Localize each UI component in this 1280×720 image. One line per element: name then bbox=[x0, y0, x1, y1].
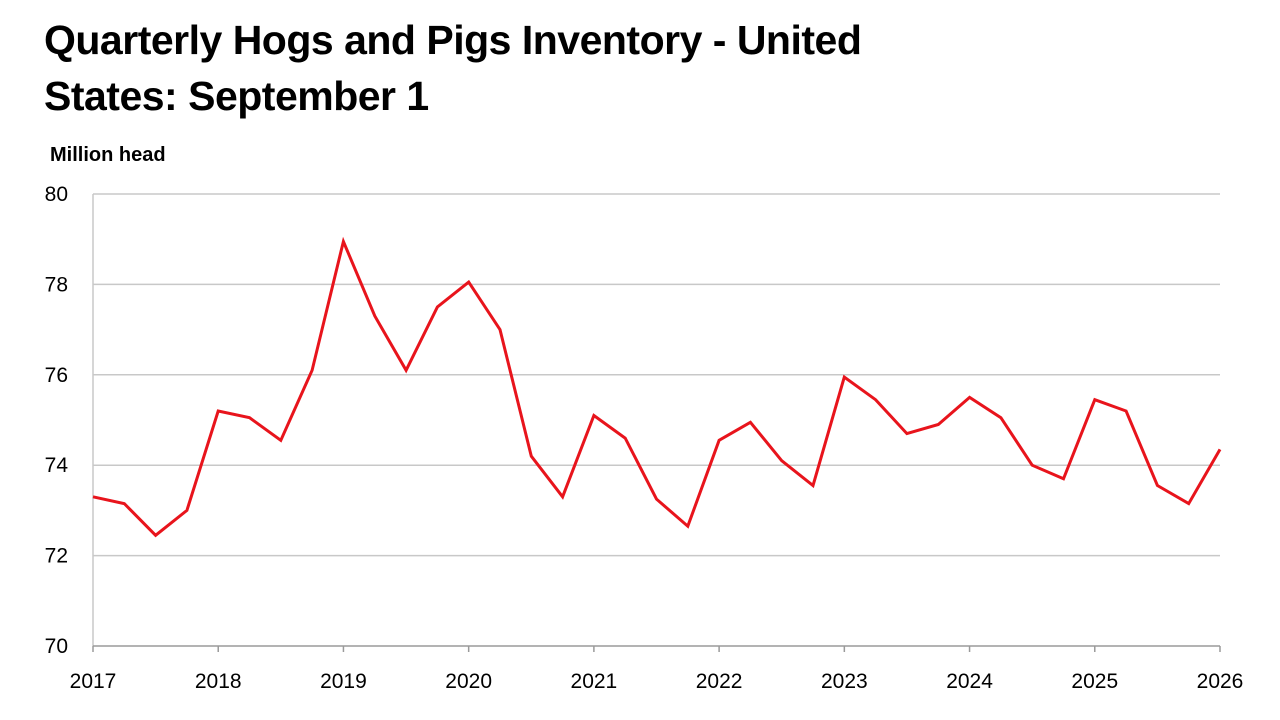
x-tick-label: 2025 bbox=[1071, 670, 1118, 693]
data-point bbox=[311, 369, 314, 372]
y-tick-labels: 70 72 74 76 78 80 bbox=[45, 183, 69, 658]
data-point bbox=[812, 484, 815, 487]
y-tick-label: 80 bbox=[45, 183, 68, 206]
y-tick-label: 76 bbox=[45, 364, 68, 387]
data-point bbox=[1031, 464, 1034, 467]
y-tick-label: 72 bbox=[45, 545, 68, 568]
data-point bbox=[248, 416, 251, 419]
data-point bbox=[342, 240, 345, 243]
data-point bbox=[279, 439, 282, 442]
x-tick-labels: 2017 2018 2019 2020 2021 2022 2023 2024 2025 2026 bbox=[70, 670, 1244, 693]
data-point bbox=[1062, 477, 1065, 480]
data-point bbox=[1093, 398, 1096, 401]
data-point bbox=[123, 502, 126, 505]
x-tick-label: 2023 bbox=[821, 670, 868, 693]
data-point bbox=[1187, 502, 1190, 505]
y-tick-label: 70 bbox=[45, 635, 68, 658]
data-point bbox=[217, 409, 220, 412]
data-point bbox=[1156, 484, 1159, 487]
data-point bbox=[655, 498, 658, 501]
axis-layer bbox=[92, 194, 1221, 652]
x-tick-label: 2026 bbox=[1197, 670, 1244, 693]
x-tick-label: 2018 bbox=[195, 670, 242, 693]
data-point bbox=[624, 437, 627, 440]
y-axis-label: Million head bbox=[50, 144, 166, 166]
data-point bbox=[905, 432, 908, 435]
data-point bbox=[592, 414, 595, 417]
series-layer bbox=[92, 236, 1222, 538]
x-tick-label: 2022 bbox=[696, 670, 743, 693]
data-point bbox=[154, 534, 157, 537]
x-tick-label: 2019 bbox=[320, 670, 367, 693]
data-point bbox=[405, 369, 408, 372]
grid-layer bbox=[93, 193, 1220, 557]
data-point bbox=[999, 416, 1002, 419]
x-tick-label: 2021 bbox=[571, 670, 618, 693]
data-point bbox=[968, 396, 971, 399]
x-tick-label: 2017 bbox=[70, 670, 117, 693]
x-tick-label: 2020 bbox=[445, 670, 492, 693]
y-tick-label: 74 bbox=[45, 454, 69, 477]
data-point bbox=[530, 455, 533, 458]
data-point bbox=[185, 509, 188, 512]
data-point bbox=[843, 376, 846, 379]
x-tick-label: 2024 bbox=[946, 670, 993, 693]
data-point bbox=[561, 495, 564, 498]
data-point bbox=[467, 281, 470, 284]
data-point bbox=[780, 459, 783, 462]
chart-title: Quarterly Hogs and Pigs Inventory - Unit… bbox=[44, 17, 862, 119]
data-point bbox=[937, 423, 940, 426]
data-point bbox=[874, 398, 877, 401]
y-tick-label: 78 bbox=[45, 273, 68, 296]
data-point bbox=[686, 525, 689, 528]
data-point bbox=[1125, 409, 1128, 412]
data-point bbox=[92, 495, 95, 498]
series-line bbox=[92, 236, 1222, 538]
data-point bbox=[498, 328, 501, 331]
data-point bbox=[1219, 448, 1222, 451]
data-point bbox=[718, 439, 721, 442]
data-point bbox=[373, 315, 376, 318]
data-point bbox=[436, 306, 439, 309]
data-point bbox=[749, 421, 752, 424]
